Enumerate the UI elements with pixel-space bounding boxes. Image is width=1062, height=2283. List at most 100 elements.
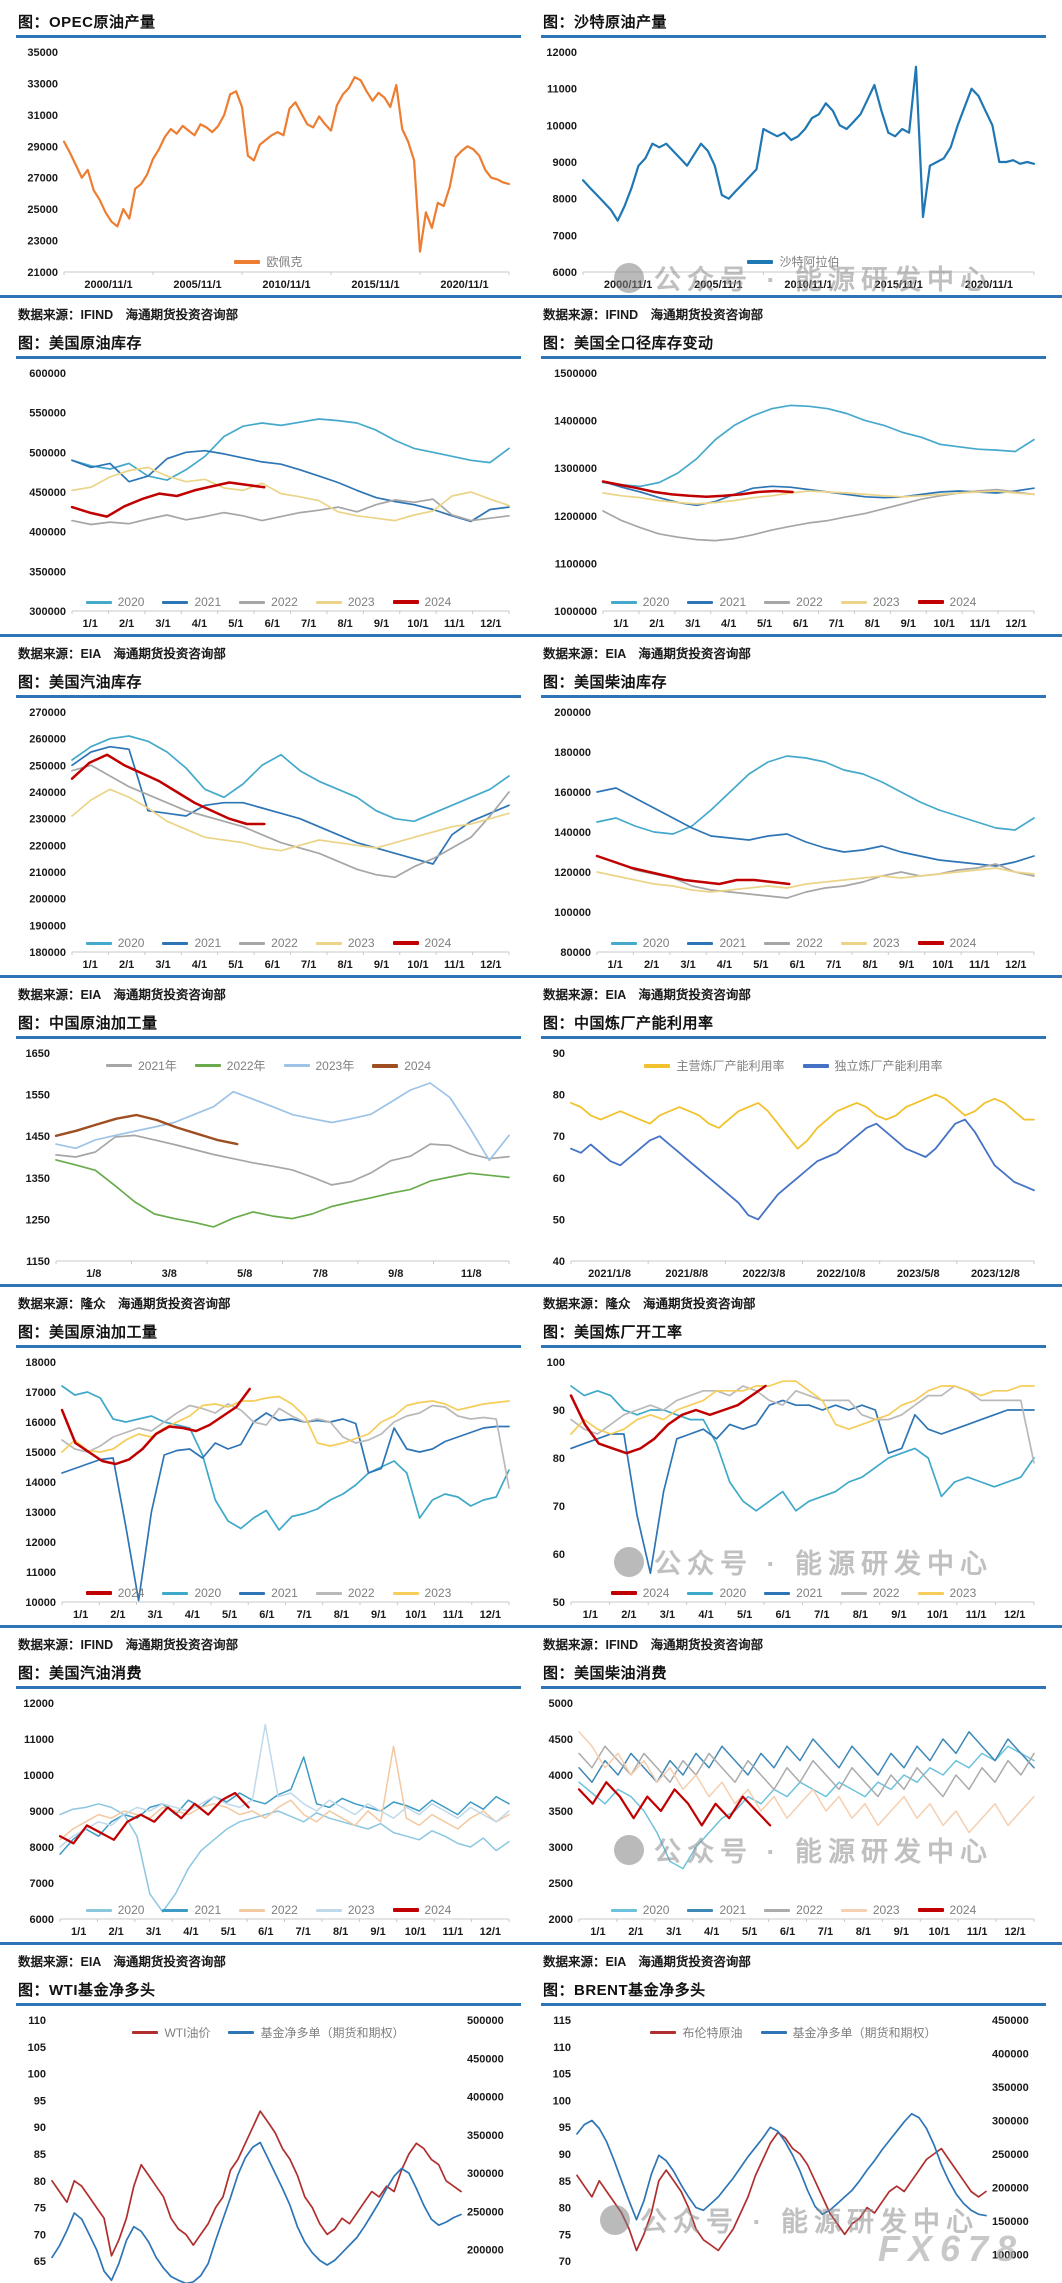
y-axis-tick: 260000	[29, 734, 66, 746]
chart-area: 1101051009590858075706560500000450000400…	[16, 2010, 521, 2283]
chart-area: 12000 11000 10000 9000 8000 7000 6000 1/1 2/1 3/1…	[16, 1693, 521, 1941]
series-y2023	[596, 867, 1035, 893]
y-axis-tick: 90	[553, 1048, 565, 1060]
chart-title: 图：美国炼厂开工率	[541, 1316, 1046, 1348]
x-axis-label: 7/1	[296, 1926, 311, 1938]
y-axis-tick: 1200000	[554, 511, 597, 523]
x-axis-label: 2/1	[644, 959, 659, 971]
x-axis-label: 7/8	[313, 1268, 328, 1280]
y-axis-tick: 1000000	[554, 606, 597, 618]
y-axis-tick: 3500	[549, 1806, 573, 1818]
y2-axis-tick: 200000	[467, 2245, 504, 2257]
y-axis-tick: 1100000	[555, 558, 597, 570]
row-separator	[0, 975, 1062, 978]
series-y2023	[578, 1731, 1035, 1834]
x-axis-label: 2021/8/8	[665, 1268, 708, 1280]
chart-area: 18000 17000 16000 15000 14000 13000 12000 11000…	[16, 1352, 521, 1624]
series-y2021	[596, 787, 1035, 867]
source-right: 数据来源：EIA 海通期货投资咨询部	[543, 988, 751, 1002]
series-y2023	[570, 1380, 1035, 1435]
x-axis-label: 9/1	[370, 1926, 385, 1938]
x-axis-label: 8/1	[853, 1609, 868, 1621]
chart-title: 图：中国炼厂产能利用率	[541, 1007, 1046, 1039]
x-axis-label: 1/1	[583, 1609, 598, 1621]
x-axis-label: 2022/3/8	[743, 1268, 786, 1280]
y-axis-tick: 80	[553, 1090, 565, 1102]
x-axis-label: 5/1	[737, 1609, 752, 1621]
chart-svg: 1101051009590858075706560500000450000400…	[28, 2015, 504, 2283]
y-axis-tick: 80	[553, 1453, 565, 1465]
y-axis-tick: 31000	[27, 110, 58, 122]
y2-axis-tick: 200000	[992, 2183, 1029, 2195]
y2-axis-tick: 400000	[992, 2049, 1029, 2061]
x-axis-label: 10/1	[932, 959, 953, 971]
y-axis-tick: 25000	[27, 204, 58, 216]
series-y2021	[61, 1412, 510, 1602]
y-axis-tick: 600000	[29, 368, 66, 380]
y-axis-tick: 180000	[29, 947, 66, 959]
source-left: 数据来源：IFIND 海通期货投资咨询部	[18, 1638, 239, 1652]
chart-panel: 图：美国柴油消费 5000 4500 4000 3500 3000 2500 2000 1/1 2…	[531, 1657, 1056, 1941]
chart-area: 35000 33000 31000 29000 27000 25000 23000 21000…	[16, 42, 521, 294]
chart-svg: 200000 180000 160000 140000 120000 100000 8000…	[554, 707, 1035, 971]
x-axis-label: 6/1	[793, 618, 808, 630]
y-axis-tick: 10000	[23, 1770, 54, 1782]
y-axis-tick: 11000	[24, 1734, 54, 1746]
y-axis-tick: 350000	[29, 566, 66, 578]
x-axis-label: 2/1	[108, 1926, 123, 1938]
chart-panel: 图：BRENT基金净多头1151101051009590858075706545…	[531, 1974, 1056, 2283]
x-axis-label: 6/1	[259, 1609, 274, 1621]
y-axis-tick: 450000	[29, 487, 66, 499]
y2-axis-tick: 300000	[992, 2116, 1029, 2128]
y-axis-tick: 70	[553, 1131, 565, 1143]
sources-row: 数据来源：IFIND 海通期货投资咨询部 数据来源：IFIND 海通期货投资咨询部	[0, 298, 1062, 327]
x-axis-label: 5/1	[753, 959, 768, 971]
x-axis-label: 11/1	[443, 1609, 464, 1621]
x-axis-label: 4/1	[704, 1926, 719, 1938]
y-axis-tick: 4000	[549, 1770, 573, 1782]
y2-axis-tick: 250000	[992, 2149, 1029, 2161]
row-separator	[0, 1625, 1062, 1628]
y-axis-tick: 60	[553, 1549, 565, 1561]
x-axis-label: 10/1	[927, 1609, 948, 1621]
y-axis-tick: 70	[34, 2229, 46, 2241]
y-axis-tick: 105	[553, 2069, 571, 2081]
chart-svg: 270000 260000 250000 240000 230000 220000 2100…	[29, 707, 510, 971]
x-axis-label: 3/1	[155, 959, 170, 971]
chart-svg: 1500000 1400000 1300000 1200000 1100000 10000…	[554, 368, 1035, 630]
y2-axis-tick: 450000	[992, 2015, 1029, 2027]
series-y2022	[55, 1159, 510, 1228]
y2-axis-tick: 350000	[467, 2130, 504, 2142]
x-axis-label: 10/1	[407, 618, 428, 630]
chart-panel: 图：美国原油库存 600000 550000 500000 450000 400000 35…	[6, 327, 531, 633]
row-separator	[0, 634, 1062, 637]
series-indep-util	[570, 1118, 1035, 1221]
x-axis-label: 11/1	[444, 618, 465, 630]
chart-row: 图：中国原油加工量 1650 1550 1450 1350 1250 1150 1/8 3/8 5…	[0, 1007, 1062, 1283]
x-axis-label: 3/1	[147, 1609, 162, 1621]
chart-area: 600000 550000 500000 450000 400000 350000 3000…	[16, 363, 521, 633]
y-axis-tick: 200000	[29, 894, 66, 906]
sources-row: 数据来源：EIA 海通期货投资咨询部 数据来源：EIA 海通期货投资咨询部	[0, 637, 1062, 666]
sources-row: 数据来源：IFIND 海通期货投资咨询部 数据来源：IFIND 海通期货投资咨询部	[0, 1628, 1062, 1657]
y-axis-tick: 23000	[27, 236, 58, 248]
chart-area: 270000 260000 250000 240000 230000 220000 2100…	[16, 702, 521, 974]
series-y2024	[60, 1387, 251, 1466]
y-axis-tick: 230000	[29, 814, 66, 826]
y-axis-tick: 95	[34, 2095, 46, 2107]
x-axis-label: 9/1	[894, 1926, 909, 1938]
y-axis-tick: 110	[28, 2015, 46, 2027]
y-axis-tick: 80	[34, 2176, 46, 2188]
y-axis-tick: 190000	[29, 920, 66, 932]
y-axis-tick: 250000	[29, 760, 66, 772]
chart-svg: 1650 1550 1450 1350 1250 1150 1/8 3/8 5/8 7/8 9/8 1…	[26, 1048, 510, 1280]
series-y2021	[71, 745, 510, 865]
chart-panel: 图：WTI基金净多头110105100959085807570656050000…	[6, 1974, 531, 2283]
chart-area: 1151101051009590858075706545000040000035…	[541, 2010, 1046, 2283]
y2-axis-tick: 300000	[467, 2168, 504, 2180]
x-axis-label: 3/8	[162, 1268, 177, 1280]
series-y2024	[569, 1384, 767, 1455]
y-axis-tick: 180000	[554, 747, 591, 759]
x-axis-label: 12/1	[1005, 618, 1026, 630]
x-axis-label: 3/1	[685, 618, 700, 630]
